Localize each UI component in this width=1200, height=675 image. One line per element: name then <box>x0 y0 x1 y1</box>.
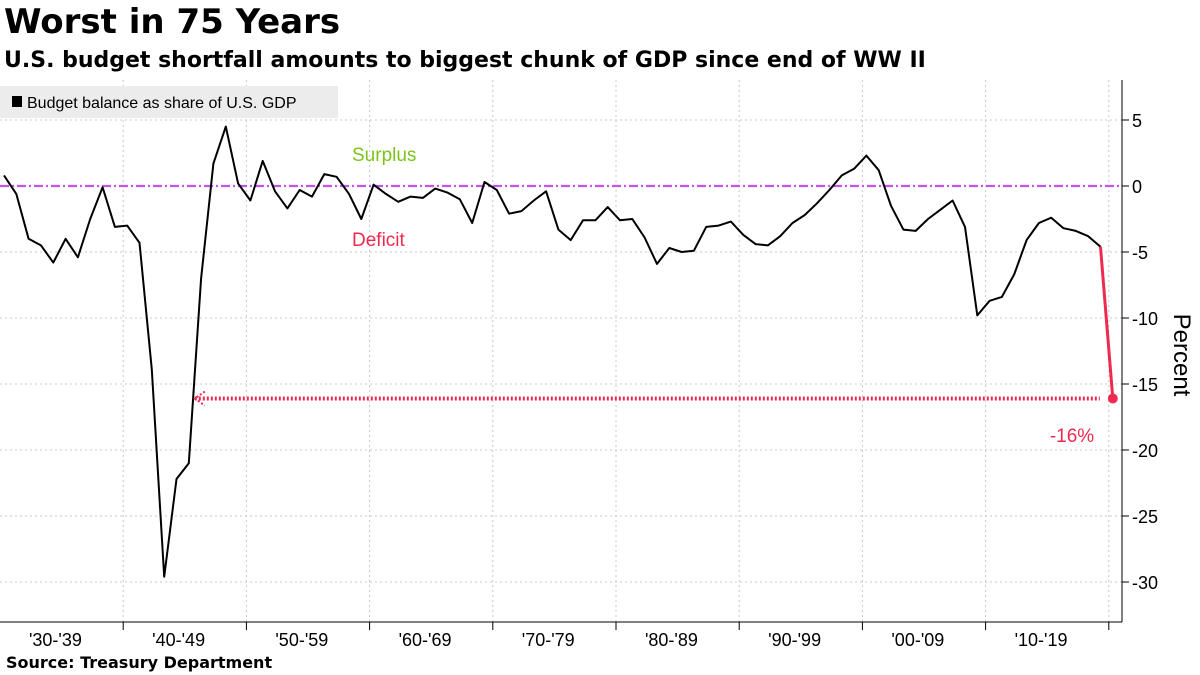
axes: 5 0 -5 -10 -15 -20 -25 -30 '30-'39 '40-'49 '50-'59… <box>0 80 1158 650</box>
callout-label: -16% <box>1050 426 1094 447</box>
y-tick-label: -15 <box>1132 375 1158 395</box>
y-tick-label: 5 <box>1132 111 1142 131</box>
x-tick-label: '90-'99 <box>768 630 821 650</box>
y-tick-label: -30 <box>1132 573 1158 593</box>
annotation-layer <box>193 390 1100 407</box>
x-tick-label: '80-'89 <box>645 630 698 650</box>
x-tick-label: '10-'19 <box>1015 630 1068 650</box>
y-tick-label: -5 <box>1132 243 1148 263</box>
page-title: Worst in 75 Years <box>4 2 341 42</box>
legend-background <box>0 86 338 118</box>
grid-lines <box>0 80 1122 622</box>
legend-swatch <box>12 96 22 107</box>
series-line <box>3 125 1102 578</box>
legend-entry: Budget balance as share of U.S. GDP <box>27 95 296 112</box>
deficit-label: Deficit <box>352 230 406 251</box>
page-subtitle: U.S. budget shortfall amounts to biggest… <box>4 48 926 73</box>
x-tick-label: '50-'59 <box>275 630 328 650</box>
x-tick-label: '00-'09 <box>891 630 944 650</box>
legend: Budget balance as share of U.S. GDP <box>0 86 338 118</box>
y-tick-label: 0 <box>1132 177 1142 197</box>
latest-point-marker <box>1107 393 1118 404</box>
y-tick-label: -20 <box>1132 441 1158 461</box>
y-tick-label: -25 <box>1132 507 1158 527</box>
callout-arrow-head <box>193 390 206 407</box>
x-tick-label: '30-'39 <box>29 630 82 650</box>
y-tick-label: -10 <box>1132 309 1158 329</box>
surplus-label: Surplus <box>352 145 416 166</box>
source-note: Source: Treasury Department <box>6 653 273 672</box>
series-line-latest <box>1098 246 1115 399</box>
y-axis-label: Percent <box>1168 314 1195 397</box>
x-tick-label: '40-'49 <box>152 630 205 650</box>
x-tick-label: '60-'69 <box>399 630 452 650</box>
series-layer <box>3 125 1118 578</box>
x-tick-label: '70-'79 <box>522 630 575 650</box>
